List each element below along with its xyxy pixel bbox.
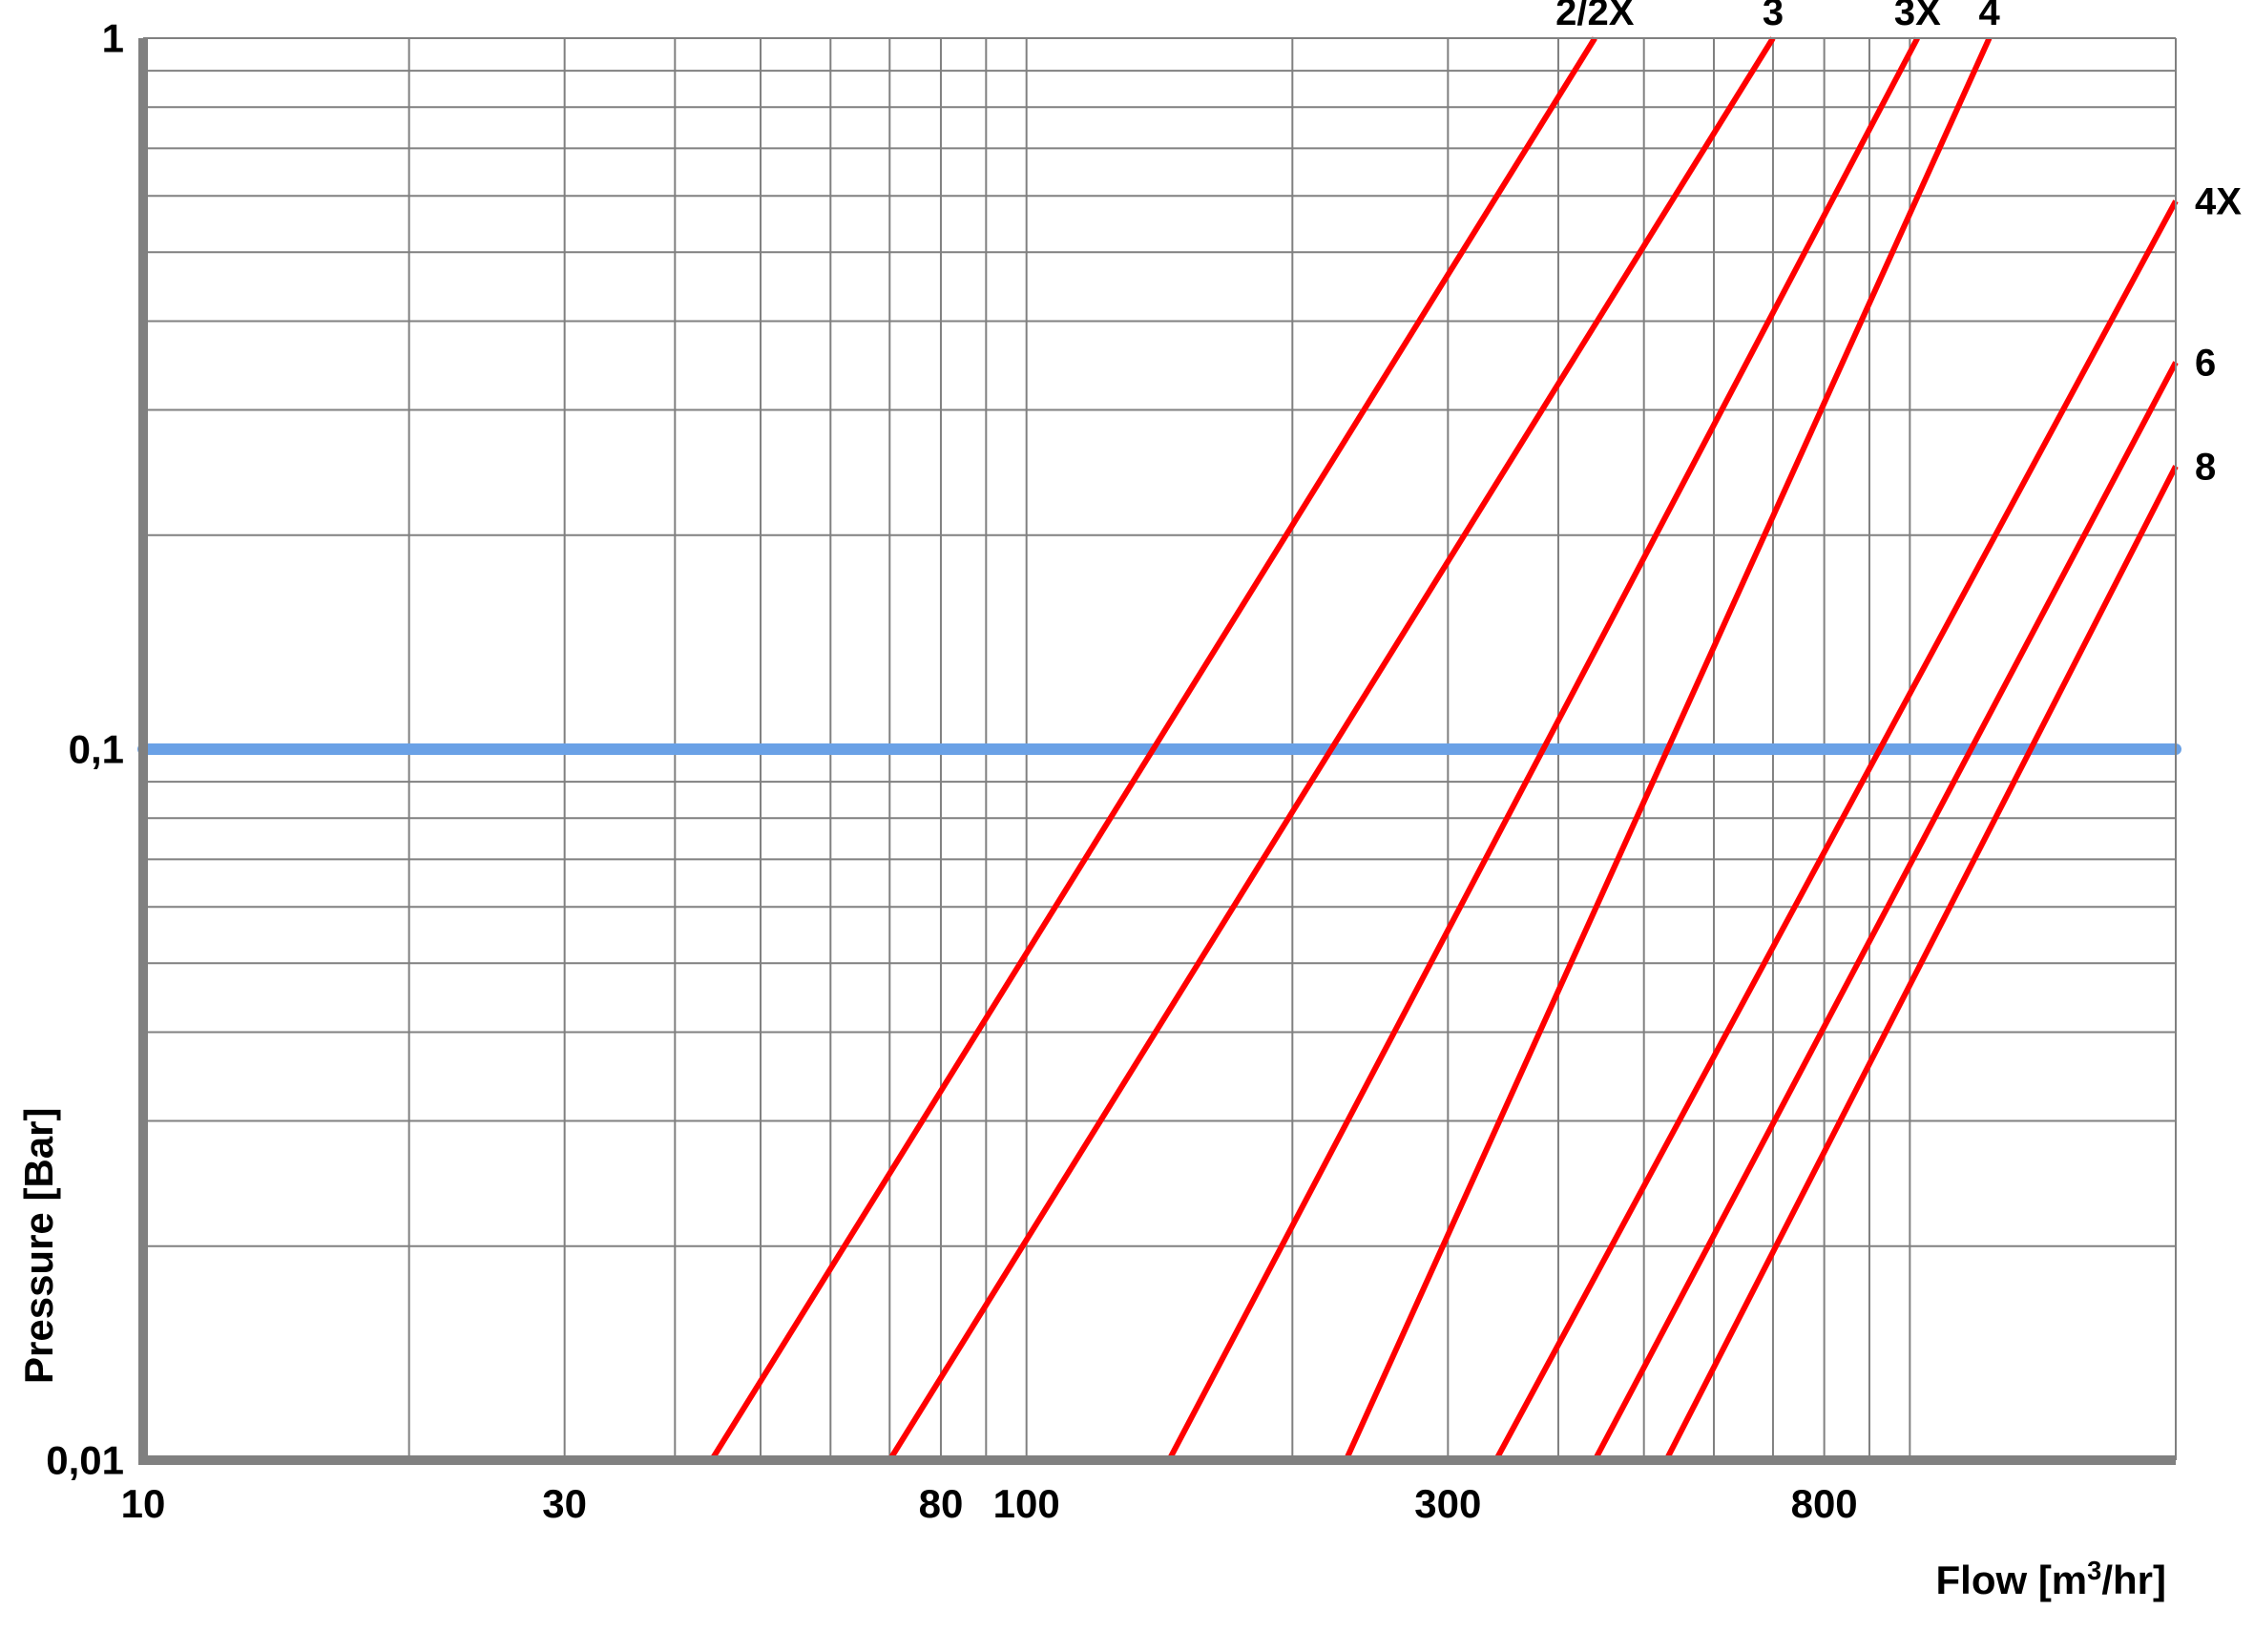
x-tick-label: 10 (121, 1481, 166, 1526)
series-label: 3X (1894, 0, 1941, 33)
x-tick-label: 300 (1414, 1481, 1481, 1526)
x-tick-label: 800 (1791, 1481, 1858, 1526)
x-tick-label: 80 (919, 1481, 964, 1526)
series-label: 2/2X (1555, 0, 1635, 33)
x-tick-label: 100 (993, 1481, 1060, 1526)
pressure-flow-chart: 2/2X 3 3X 4 4X 6 8 10 30 80 100 300 800 0,01 0,1 1 Flow … (0, 0, 2254, 1652)
chart-svg: 2/2X 3 3X 4 4X 6 8 10 30 80 100 300 800 0,01 0,1 1 Flow … (0, 0, 2254, 1652)
series-label: 6 (2195, 343, 2216, 385)
y-tick-label: 1 (102, 16, 124, 61)
series-label: 8 (2195, 447, 2216, 489)
y-axis-label: Pressure [Bar] (16, 1108, 61, 1384)
y-tick-label: 0,1 (69, 727, 124, 772)
y-tick-label: 0,01 (46, 1438, 124, 1483)
series-label: 3 (1763, 0, 1784, 33)
x-axis-label: Flow [m3/hr] (1936, 1556, 2167, 1603)
x-tick-label: 30 (542, 1481, 587, 1526)
series-label: 4 (1978, 0, 2000, 33)
series-label: 4X (2195, 181, 2242, 223)
